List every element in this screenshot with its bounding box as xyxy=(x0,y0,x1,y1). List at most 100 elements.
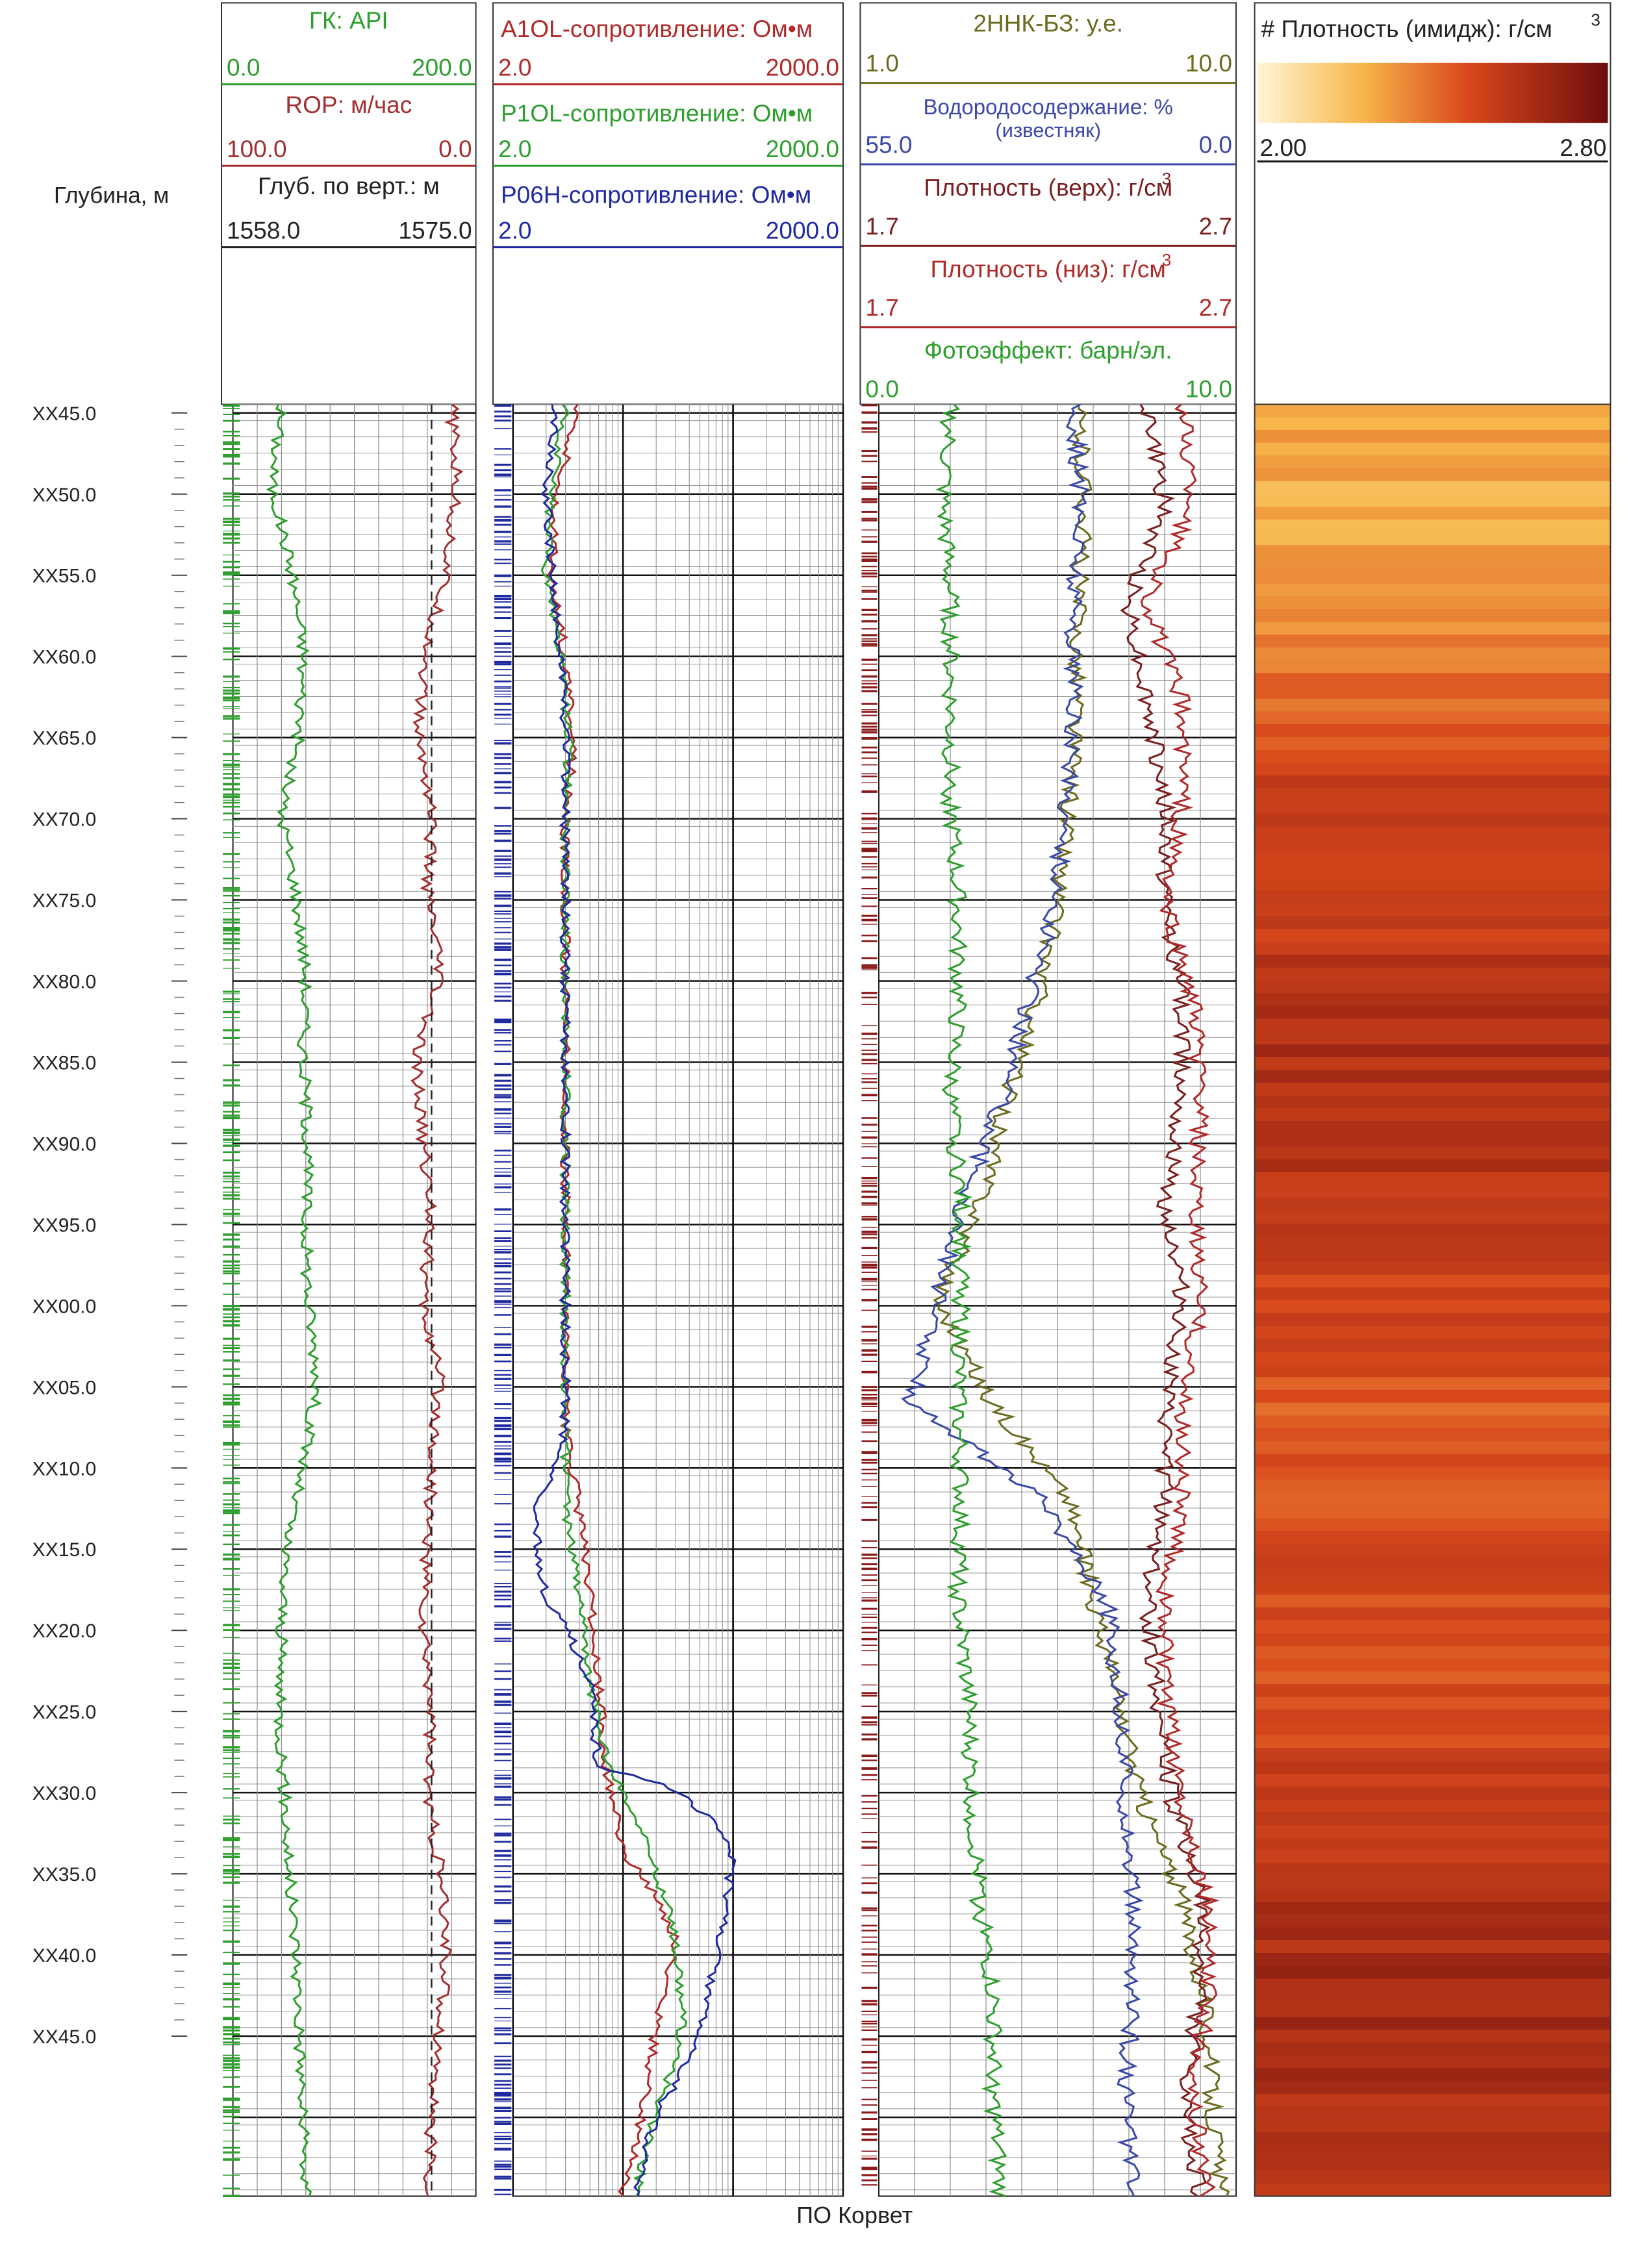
lithology-mark xyxy=(223,718,240,720)
lithology-mark xyxy=(223,2109,240,2111)
lithology-mark xyxy=(494,839,512,842)
depth-label: XX95.0 xyxy=(32,1215,96,1236)
lithology-mark xyxy=(494,918,512,919)
lithology-mark xyxy=(861,1767,878,1770)
lithology-mark xyxy=(223,1448,240,1450)
lithology-mark xyxy=(861,866,878,868)
lithology-mark xyxy=(861,1518,878,1521)
lithology-mark xyxy=(494,2132,512,2134)
lithology-mark xyxy=(494,647,512,649)
curve-плотность-низ- xyxy=(1140,403,1220,2197)
lithology-mark xyxy=(494,1133,512,1135)
lithology-mark xyxy=(494,958,512,961)
lithology-mark xyxy=(223,1344,240,1346)
lithology-mark xyxy=(223,1499,240,1501)
lithology-mark xyxy=(494,964,512,966)
lithology-mark xyxy=(494,1974,512,1976)
lithology-mark xyxy=(494,1307,512,1309)
lithology-mark xyxy=(494,1101,512,1103)
lithology-mark xyxy=(223,1876,240,1878)
lithology-mark xyxy=(494,772,512,775)
lithology-mark xyxy=(494,694,512,695)
lithology-mark xyxy=(861,421,878,424)
lithology-mark xyxy=(861,1733,878,1736)
lithology-mark xyxy=(861,1117,878,1119)
lithology-mark xyxy=(494,982,512,985)
lithology-mark xyxy=(223,1998,240,2000)
lithology-mark xyxy=(223,1930,240,1932)
lithology-mark xyxy=(223,801,240,804)
lithology-mark xyxy=(861,711,878,713)
lithology-mark xyxy=(494,562,512,564)
lithology-mark xyxy=(494,1168,512,1170)
lithology-mark xyxy=(494,1408,512,1409)
lithology-mark xyxy=(494,1084,512,1087)
lithology-mark xyxy=(861,1278,878,1281)
lithology-mark xyxy=(494,536,512,538)
lithology-mark xyxy=(223,2195,240,2198)
lithology-mark xyxy=(494,1637,512,1640)
lithology-mark xyxy=(494,1785,512,1788)
lithology-mark xyxy=(223,1213,240,1215)
lithology-mark xyxy=(494,1583,512,1585)
lithology-mark xyxy=(861,1574,878,1576)
lithology-mark xyxy=(861,1370,878,1374)
lithology-mark xyxy=(494,2160,512,2162)
lithology-mark xyxy=(861,1472,878,1474)
lithology-mark xyxy=(494,2056,512,2058)
lithology-mark xyxy=(494,2091,512,2095)
lithology-mark xyxy=(223,689,240,692)
lithology-mark xyxy=(223,1553,240,1556)
lithology-mark xyxy=(494,494,512,496)
lithology-mark xyxy=(223,1917,240,1919)
lithology-mark xyxy=(494,1902,512,1904)
lithology-mark xyxy=(861,2098,878,2100)
lithology-mark xyxy=(494,1663,512,1665)
lithology-mark xyxy=(861,1263,878,1266)
curve-title: P06H-сопротивление: Ом•м xyxy=(501,181,811,208)
lithology-mark xyxy=(861,1599,878,1602)
lithology-mark xyxy=(861,1226,878,1228)
lithology-mark xyxy=(494,1333,512,1335)
lithology-mark xyxy=(861,1617,878,1619)
lithology-mark xyxy=(494,1360,512,1363)
lithology-mark xyxy=(223,901,240,903)
lithology-mark xyxy=(861,966,878,969)
lithology-mark xyxy=(861,1185,878,1187)
lithology-mark xyxy=(861,1650,878,1652)
scale-max: 2000.0 xyxy=(766,217,839,244)
lithology-mark xyxy=(494,830,512,832)
lithology-mark xyxy=(861,501,878,503)
lithology-mark xyxy=(223,1872,240,1874)
lithology-mark xyxy=(861,876,878,879)
lithology-mark xyxy=(861,1554,878,1556)
lithology-mark xyxy=(223,1079,240,1081)
lithology-mark xyxy=(223,441,240,444)
lithology-mark xyxy=(494,2087,512,2089)
lithology-mark xyxy=(861,1909,878,1911)
lithology-mark xyxy=(861,1053,878,1055)
lithology-mark xyxy=(861,1936,878,1938)
lithology-mark xyxy=(223,1415,240,1417)
lithology-mark xyxy=(861,1891,878,1894)
lithology-mark xyxy=(861,1215,878,1218)
depth-label: XX00.0 xyxy=(32,1296,96,1317)
lithology-mark xyxy=(861,2010,878,2013)
lithology-mark xyxy=(861,1425,878,1426)
lithology-mark xyxy=(223,1142,240,1143)
lithology-mark xyxy=(494,2177,512,2180)
lithology-mark xyxy=(494,1952,512,1955)
lithology-mark xyxy=(223,1730,240,1733)
lithology-mark xyxy=(223,1016,240,1018)
lithology-mark xyxy=(494,1561,512,1563)
lithology-mark xyxy=(494,1029,512,1031)
lithology-mark xyxy=(494,543,512,545)
lithology-mark xyxy=(861,1440,878,1443)
lithology-mark xyxy=(494,1040,512,1042)
lithology-mark xyxy=(861,1326,878,1328)
lithology-mark xyxy=(223,1746,240,1749)
lithology-mark xyxy=(494,931,512,933)
lithology-mark xyxy=(861,2104,878,2106)
lithology-mark xyxy=(494,1922,512,1924)
lithology-mark xyxy=(861,675,878,678)
